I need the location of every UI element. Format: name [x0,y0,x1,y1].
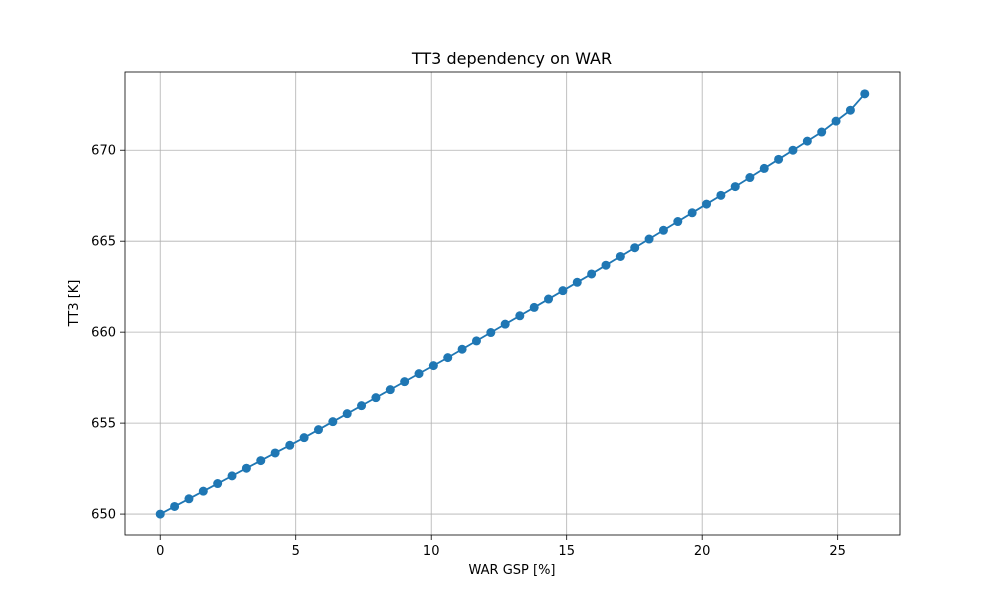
data-point [285,440,295,450]
data-point [845,105,855,115]
data-point [400,377,410,387]
y-tick-label: 650 [91,508,116,523]
data-point [515,311,525,321]
y-tick-label: 665 [91,235,116,250]
x-axis-label: WAR GSP [%] [469,563,556,578]
series-layer [155,89,870,519]
y-tick-label: 660 [91,326,116,341]
data-point [673,217,683,227]
grid [125,72,900,535]
data-point [601,260,611,270]
data-point [572,277,582,287]
data-point [759,163,769,173]
y-tick-label: 655 [91,417,116,432]
data-point [313,425,323,435]
data-point [730,182,740,192]
data-point [227,471,237,481]
y-axis-label: TT3 [K] [67,280,82,328]
data-point [443,353,453,363]
chart-title: TT3 dependency on WAR [411,49,612,68]
data-point [486,328,496,338]
data-point [184,494,194,504]
data-point [213,479,223,489]
data-point [529,302,539,312]
data-point [774,154,784,164]
data-point [414,369,424,379]
data-point [428,361,438,371]
data-point [831,116,841,126]
data-point [170,501,180,511]
data-point [802,136,812,146]
data-point [558,286,568,296]
plot-frame [124,71,901,536]
data-point [860,89,870,99]
data-point [658,225,668,235]
data-point [385,385,395,395]
data-point [155,509,165,519]
data-point [270,448,280,458]
data-point [745,173,755,183]
data-point [299,433,309,443]
data-point [687,208,697,218]
x-tick-label: 20 [694,544,711,559]
x-tick-label: 0 [156,544,164,559]
data-point [342,409,352,419]
data-point [817,127,827,137]
y-tick-label: 670 [91,144,116,159]
x-tick-label: 15 [558,544,575,559]
data-point [471,336,481,346]
data-point [702,199,712,209]
x-tick-label: 10 [423,544,440,559]
ticks: 0 5 10 15 20 25 650 655 660 665 670 [91,144,846,559]
data-point [644,234,654,244]
data-point [198,486,208,496]
data-point [328,417,338,427]
data-point [716,190,726,200]
data-point [256,456,266,466]
x-tick-label: 25 [829,544,846,559]
x-tick-label: 5 [292,544,300,559]
data-point [788,145,798,155]
data-point [544,294,554,304]
data-point [630,243,640,253]
data-point [357,401,367,411]
data-point [241,463,251,473]
data-point [371,393,381,403]
data-point [457,344,467,354]
data-point [615,251,625,261]
data-point [500,319,510,329]
data-point [587,269,597,279]
